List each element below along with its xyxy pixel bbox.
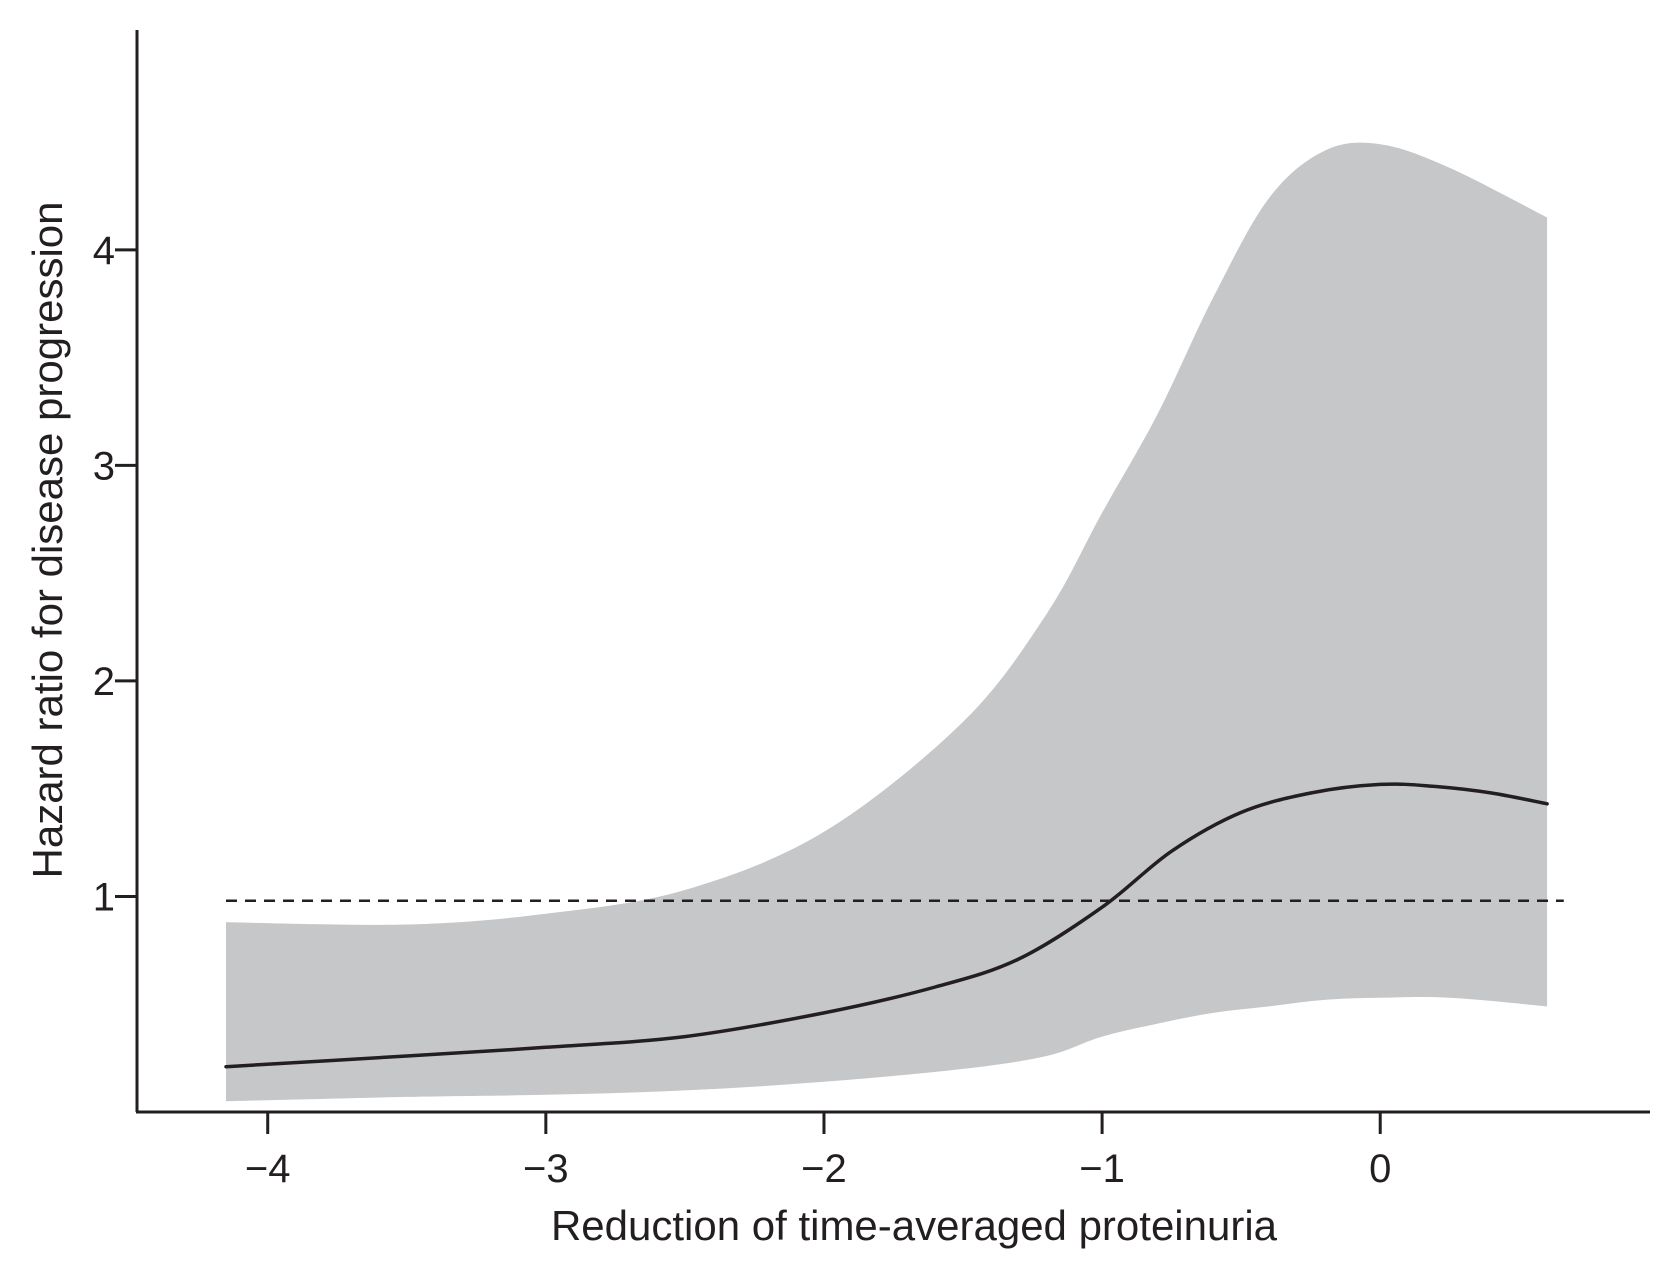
y-axis-title: Hazard ratio for disease progression xyxy=(24,201,71,878)
x-tick-label: −1 xyxy=(1079,1147,1125,1191)
y-tick-label: 2 xyxy=(93,660,115,704)
y-tick-label: 4 xyxy=(93,229,115,273)
axes xyxy=(135,30,1650,1114)
x-tick-label: 0 xyxy=(1369,1147,1391,1191)
y-tick-label: 3 xyxy=(93,444,115,488)
hazard-ratio-line xyxy=(224,782,1549,1069)
x-axis-title: Reduction of time-averaged proteinuria xyxy=(551,1202,1278,1249)
hazard-ratio-line-layer xyxy=(224,782,1549,1069)
confidence-band xyxy=(226,142,1548,1102)
x-tick-label: −2 xyxy=(801,1147,847,1191)
ticks: −4 −3 −2 −1 0 1 2 3 4 xyxy=(93,229,1392,1191)
y-tick-label: 1 xyxy=(93,875,115,919)
x-tick-label: −4 xyxy=(245,1147,291,1191)
confidence-band-layer xyxy=(226,142,1548,1102)
x-tick-label: −3 xyxy=(523,1147,569,1191)
